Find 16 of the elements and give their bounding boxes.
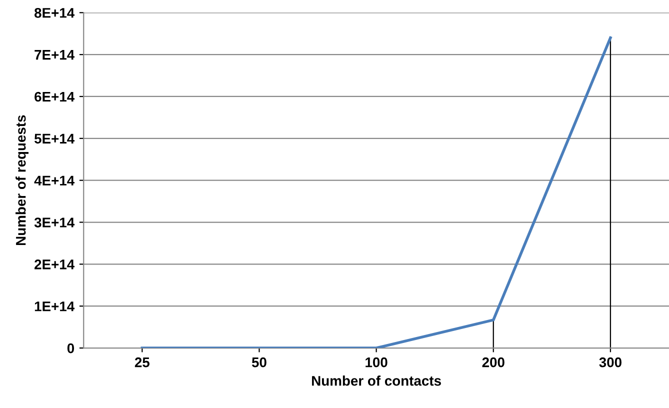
y-tick-label: 3E+14 <box>34 218 75 228</box>
y-tick-label: 0 <box>67 343 74 354</box>
x-tick-label: 25 <box>134 357 150 368</box>
y-tick-label: 5E+14 <box>34 134 75 144</box>
x-tick-label: 50 <box>252 357 266 368</box>
y-tick-label: 2E+14 <box>34 260 75 270</box>
x-axis-title: Number of contacts <box>312 376 441 386</box>
y-axis-title: Number of requests <box>16 115 28 246</box>
y-tick-label: 1E+14 <box>34 302 75 312</box>
y-tick-label: 8E+14 <box>34 8 75 18</box>
x-tick-label: 300 <box>599 357 622 368</box>
y-tick-label: 6E+14 <box>34 92 75 102</box>
y-tick-label: 7E+14 <box>34 50 75 60</box>
x-tick-label: 200 <box>482 357 504 368</box>
y-tick-label: 4E+14 <box>34 176 75 186</box>
x-tick-label: 100 <box>366 357 388 368</box>
